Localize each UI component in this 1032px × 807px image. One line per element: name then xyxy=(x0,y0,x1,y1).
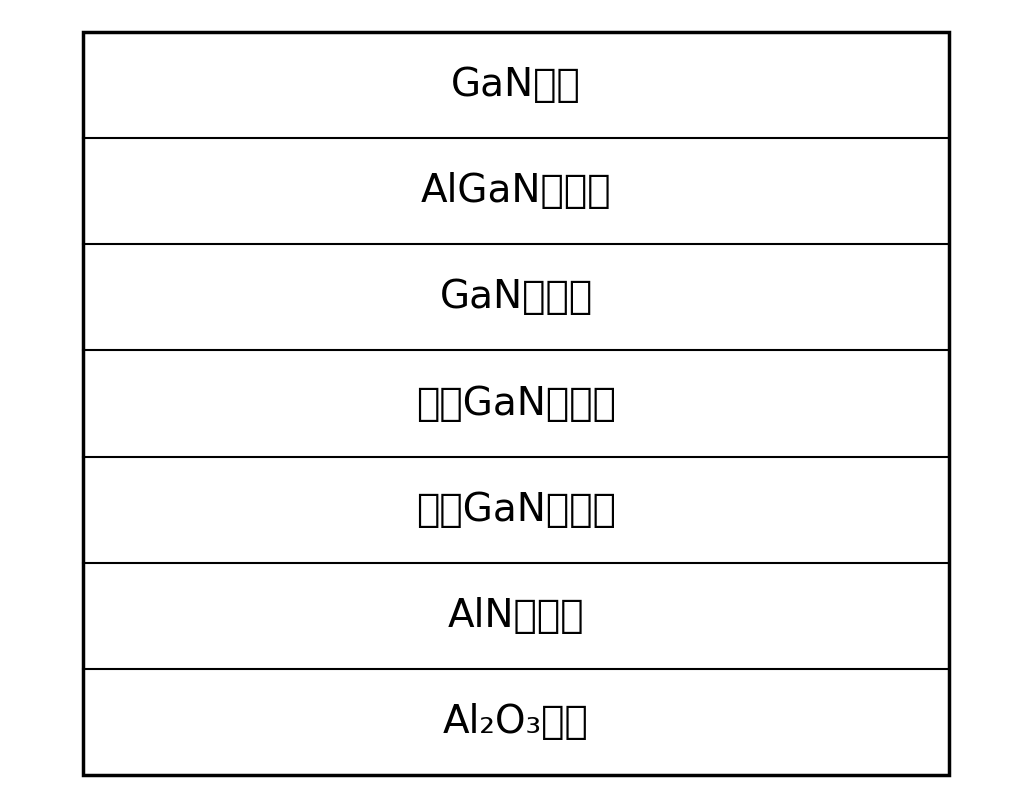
Text: 第二GaN缓冲层: 第二GaN缓冲层 xyxy=(416,384,616,423)
Text: GaN帽层: GaN帽层 xyxy=(451,66,581,104)
Text: 第一GaN缓冲层: 第一GaN缓冲层 xyxy=(416,491,616,529)
Text: AlN过渡层: AlN过渡层 xyxy=(448,596,584,634)
Bar xyxy=(83,32,949,775)
Text: GaN衬底层: GaN衬底层 xyxy=(440,278,592,316)
Text: Al₂O₃衬底: Al₂O₃衬底 xyxy=(443,703,589,741)
Text: AlGaN阻挡层: AlGaN阻挡层 xyxy=(421,173,611,211)
